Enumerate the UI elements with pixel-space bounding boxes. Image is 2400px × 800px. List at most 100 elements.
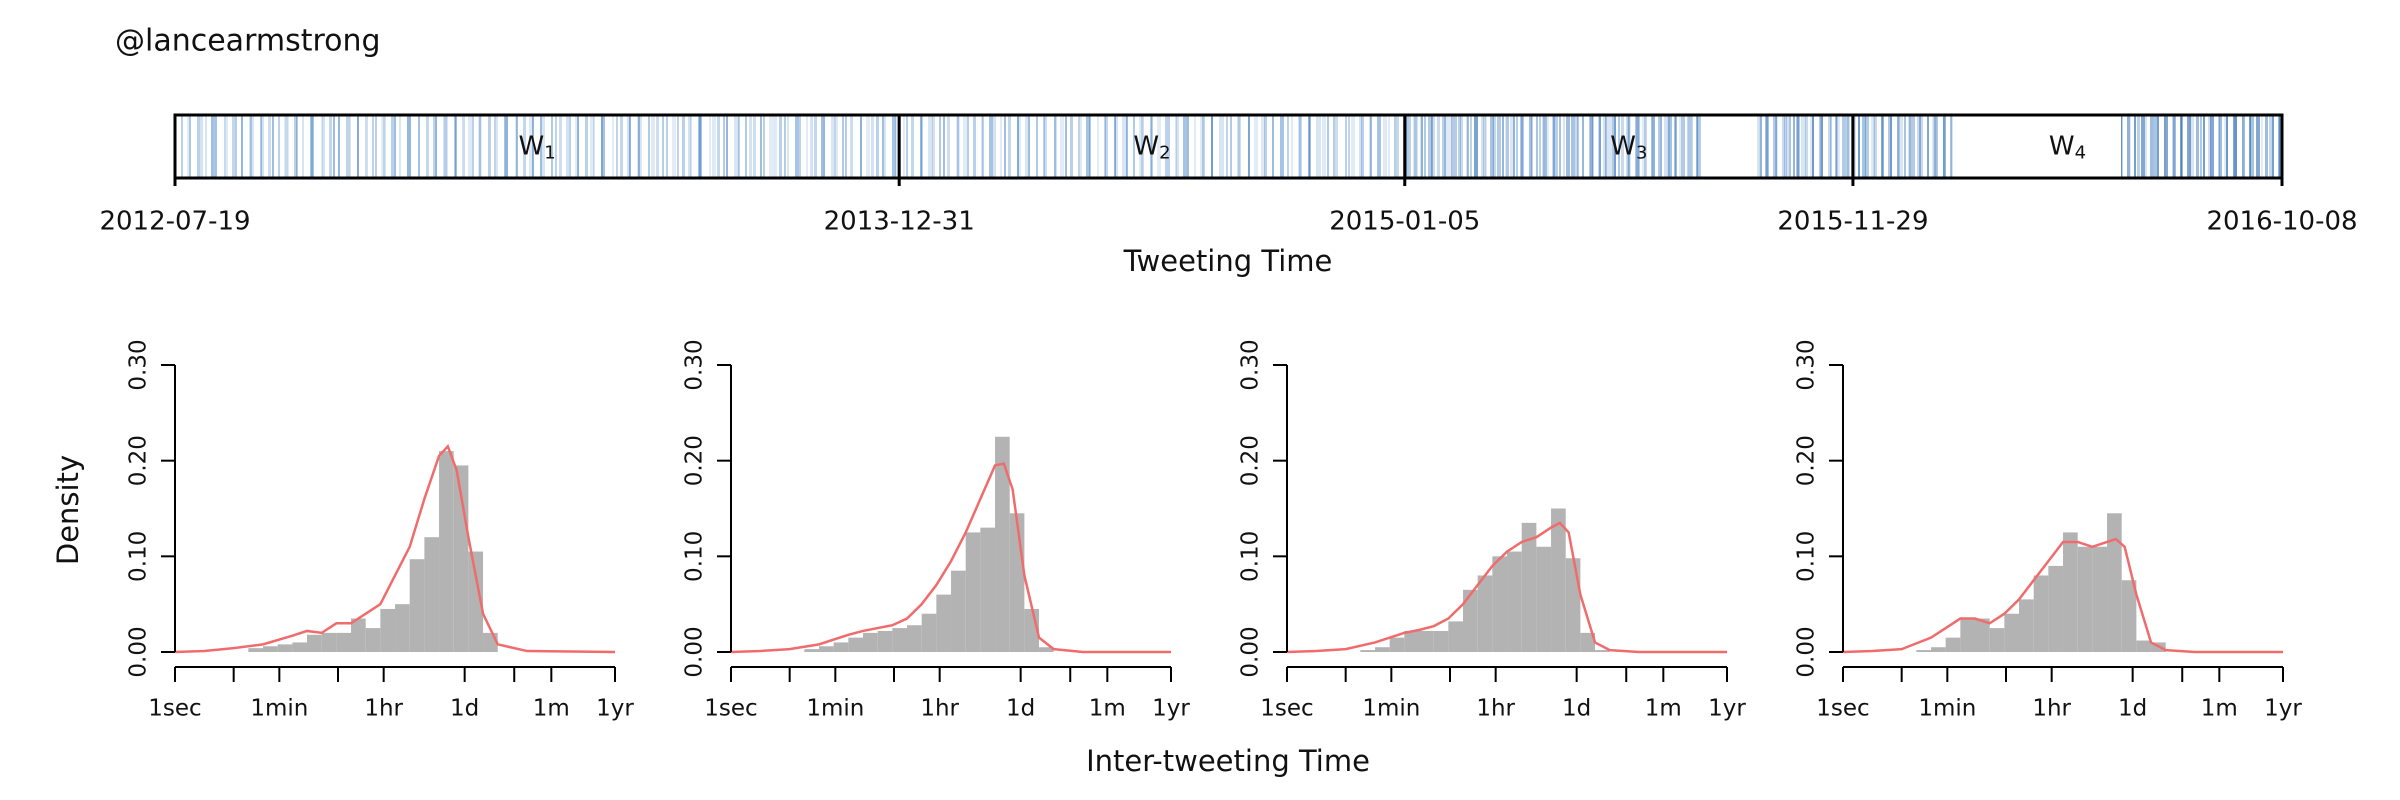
y-tick-label: 0.00	[1238, 626, 1264, 677]
window-index: 4	[2075, 143, 2086, 164]
window-index: 3	[1636, 143, 1647, 164]
y-tick-label: 0.30	[1238, 339, 1264, 390]
x-tick-label: 1sec	[1816, 696, 1869, 722]
bar	[1492, 556, 1508, 652]
bar	[409, 559, 425, 652]
window-name: W	[2049, 131, 2075, 161]
y-tick-label: 0.20	[682, 435, 708, 486]
y-tick-label: 0.20	[126, 435, 152, 486]
bar	[2092, 546, 2108, 652]
bar	[1975, 618, 1990, 652]
x-tick-label: 1m	[2201, 696, 2238, 722]
date-label: 2016-10-08	[2206, 207, 2357, 237]
hist-xlabel: Inter-tweeting Time	[1086, 744, 1370, 778]
bar	[804, 649, 820, 652]
bar	[307, 634, 322, 652]
bar	[351, 618, 366, 652]
bar	[951, 570, 966, 652]
x-tick-label: 1d	[1006, 696, 1035, 722]
y-tick-label: 0.10	[682, 531, 708, 582]
y-tick-label: 0.10	[1794, 531, 1820, 582]
bar	[1448, 621, 1464, 652]
bar	[2048, 565, 2064, 652]
bar	[980, 527, 996, 652]
window-label: W4	[2049, 131, 2086, 164]
bar	[1433, 630, 1449, 652]
x-tick-label: 1min	[1918, 696, 1976, 722]
x-tick-label: 1hr	[1476, 696, 1515, 722]
bar	[1916, 650, 1932, 652]
x-tick-label: 1d	[2118, 696, 2147, 722]
density-curve	[1842, 537, 2283, 654]
x-tick-label: 1yr	[596, 696, 634, 722]
y-tick-label: 0.00	[126, 626, 152, 677]
bar	[1595, 650, 1610, 652]
bar	[819, 646, 834, 652]
bar	[1931, 647, 1946, 652]
stripe-band	[2121, 115, 2282, 178]
stripe-band	[175, 115, 1404, 178]
date-label: 2015-11-29	[1777, 207, 1928, 237]
bar	[1536, 546, 1552, 652]
tweet-stripes	[173, 113, 2284, 180]
bar	[921, 613, 937, 652]
account-title: @lancearmstrong	[115, 24, 381, 59]
bar	[365, 628, 381, 652]
bar	[936, 594, 952, 652]
y-tick-label: 0.30	[126, 339, 152, 390]
bar	[965, 532, 981, 652]
y-tick-label: 0.30	[682, 339, 708, 390]
bar	[380, 608, 396, 652]
bar	[1389, 637, 1405, 652]
bar	[833, 642, 849, 652]
histogram-panel: 0.00 0.10 0.20 0.30 1sec 1min 1hr 1d 1m 1yr	[682, 339, 1191, 721]
y-tick-label: 0.10	[126, 531, 152, 582]
bar	[277, 644, 293, 652]
bar	[1419, 630, 1434, 652]
window-name: W	[1610, 131, 1636, 161]
x-tick-label: 1min	[806, 696, 864, 722]
bar	[1477, 575, 1493, 652]
bar	[2121, 580, 2137, 652]
stripe-band	[1404, 115, 1703, 178]
bar	[1551, 508, 1566, 652]
x-tick-label: 1min	[1362, 696, 1420, 722]
x-tick-label: 1min	[250, 696, 308, 722]
bar	[1507, 551, 1522, 652]
x-tick-label: 1m	[1089, 696, 1126, 722]
bar	[2107, 513, 2122, 652]
window-name: W	[519, 131, 545, 161]
bar	[468, 551, 484, 652]
density-curve	[174, 443, 616, 654]
histogram-panel: 0.00 0.10 0.20 0.30 1sec 1min 1hr 1d 1m 1yr	[126, 339, 635, 721]
date-label: 2012-07-19	[99, 207, 250, 237]
bar	[292, 642, 308, 652]
bar	[439, 451, 454, 652]
y-tick-label: 0.20	[1794, 435, 1820, 486]
x-tick-label: 1yr	[1152, 696, 1190, 722]
density-curve	[730, 462, 1171, 654]
y-tick-label: 0.00	[1794, 626, 1820, 677]
window-label: W2	[1133, 131, 1170, 164]
density-curve	[1286, 521, 1727, 654]
bar	[1463, 589, 1478, 652]
x-tick-label: 1d	[1562, 696, 1591, 722]
bar	[1945, 637, 1961, 652]
bar	[2019, 599, 2034, 652]
x-tick-label: 1d	[450, 696, 479, 722]
y-tick-label: 0.30	[1794, 339, 1820, 390]
hist-ylabel: Density	[51, 455, 85, 565]
y-tick-label: 0.00	[682, 626, 708, 677]
bar	[424, 537, 440, 652]
bar	[863, 632, 878, 652]
bar	[892, 628, 908, 652]
bar	[248, 648, 264, 652]
x-tick-label: 1m	[1645, 696, 1682, 722]
window-index: 2	[1159, 143, 1170, 164]
bar	[2004, 613, 2020, 652]
bar	[1565, 558, 1581, 652]
bar	[1375, 647, 1390, 652]
x-tick-label: 1m	[533, 696, 570, 722]
